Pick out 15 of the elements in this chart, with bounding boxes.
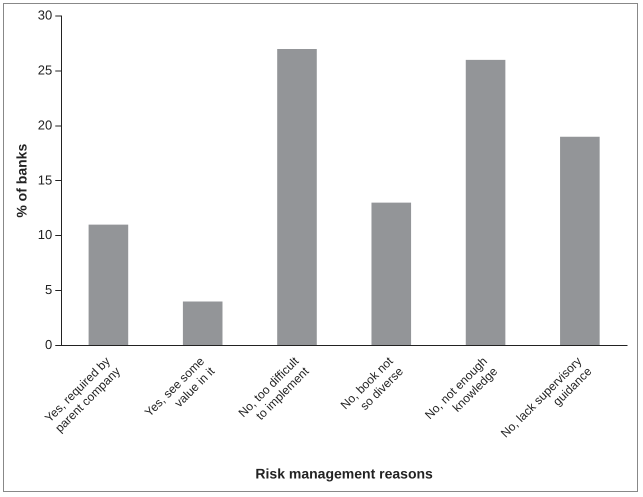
y-tick-label: 10 bbox=[38, 227, 52, 242]
bar bbox=[466, 60, 506, 345]
y-axis-title: % of banks bbox=[13, 144, 30, 218]
bar bbox=[277, 48, 317, 345]
x-axis-title: Risk management reasons bbox=[255, 465, 434, 482]
y-tick-label: 30 bbox=[38, 8, 52, 23]
bar bbox=[88, 224, 128, 345]
y-tick-label: 15 bbox=[38, 172, 52, 188]
bar bbox=[560, 136, 600, 345]
bar bbox=[182, 302, 222, 345]
y-tick-label: 0 bbox=[45, 337, 52, 352]
y-tick-label: 20 bbox=[38, 117, 52, 132]
y-tick-label: 25 bbox=[38, 62, 52, 78]
y-tick-label: 5 bbox=[45, 282, 52, 298]
bar bbox=[371, 202, 412, 345]
